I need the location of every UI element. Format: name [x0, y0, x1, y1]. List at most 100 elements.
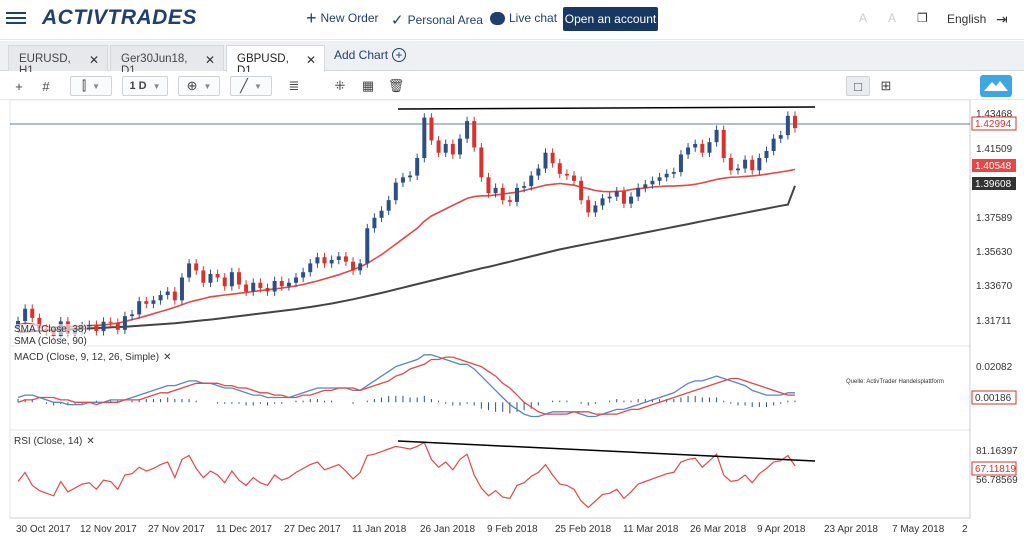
x-axis-label: 26 Mar 2018: [690, 524, 747, 535]
add-chart-button[interactable]: Add Chart +: [334, 48, 407, 62]
chart-type-dropdown[interactable]: ⫿ ▼: [70, 76, 112, 96]
candle-body: [101, 321, 106, 332]
candle-body: [678, 154, 683, 173]
plus-circle-icon: ⊕: [186, 78, 198, 93]
window-icon[interactable]: ❐: [917, 11, 928, 25]
text-size-increase-icon[interactable]: A: [888, 11, 897, 25]
candle-body: [372, 217, 377, 229]
candle-body: [636, 187, 641, 197]
fibonacci-icon[interactable]: ≣: [288, 78, 300, 93]
candle-body: [436, 140, 441, 153]
chart-svg[interactable]: 1.43468 1.41509 1.37589 1.35630 1.33670 …: [0, 99, 1024, 544]
price-badge-current: [971, 116, 1017, 131]
grid-layout-icon[interactable]: ⊞: [880, 78, 892, 93]
rsi-trendline[interactable]: [397, 440, 816, 462]
candle-body: [728, 157, 733, 171]
candle-body: [23, 308, 28, 322]
candle-body: [450, 143, 455, 155]
sma38-label[interactable]: SMA (Close, 38): [14, 324, 87, 335]
resistance-trendline[interactable]: [397, 106, 816, 110]
candle-body: [315, 257, 320, 264]
close-icon[interactable]: ✕: [305, 53, 316, 67]
candle-body: [764, 150, 769, 158]
candle-body: [671, 172, 676, 174]
personal-area-button[interactable]: ✓ Personal Area: [391, 12, 483, 29]
candle-body: [37, 317, 42, 329]
candle-body: [422, 117, 427, 158]
price-badge-sma38-text: 1.40548: [975, 161, 1012, 172]
candle-body: [308, 263, 313, 273]
candle-body: [415, 157, 420, 176]
drawing-tool-dropdown[interactable]: ╱ ▼: [230, 76, 272, 96]
text-size-decrease-icon[interactable]: A: [859, 11, 868, 25]
price-badge-sma90: [972, 177, 1016, 190]
candle-body: [144, 301, 149, 304]
tab-eurusd[interactable]: EURUSD, H1 ✕: [8, 45, 108, 77]
candle-body: [229, 272, 234, 287]
candle-body: [522, 186, 527, 188]
logout-icon[interactable]: ⇥: [996, 11, 1008, 27]
rsi-axis-label: 81.16397: [976, 446, 1018, 457]
candle-body: [251, 282, 256, 292]
price-axis-label: 1.35630: [976, 247, 1013, 258]
close-icon[interactable]: ✕: [86, 436, 95, 447]
close-icon[interactable]: ✕: [204, 53, 215, 67]
candle-body: [486, 177, 491, 194]
close-icon[interactable]: ✕: [163, 352, 172, 363]
candle-body: [87, 324, 92, 327]
crosshair-icon[interactable]: +: [15, 78, 23, 94]
candle-body: [743, 159, 748, 169]
language-selector[interactable]: English: [947, 12, 987, 26]
open-account-button[interactable]: Open an account: [563, 7, 658, 31]
rsi-label[interactable]: RSI (Close, 14) ✕: [14, 436, 95, 447]
price-badge-current-text: 1.42994: [975, 119, 1012, 130]
candle-body: [265, 288, 270, 292]
new-order-button[interactable]: + New Order: [306, 8, 379, 28]
macd-axis-label: 0.02082: [976, 362, 1013, 373]
candle-body: [550, 152, 555, 164]
logo[interactable]: ACTIVTRADES: [42, 6, 197, 29]
add-indicator-dropdown[interactable]: ⊕ ▼: [178, 76, 220, 96]
live-chat-button[interactable]: Live chat: [490, 11, 557, 25]
candle-body: [721, 129, 726, 158]
macd-line: [17, 354, 795, 418]
plus-circle-icon: +: [392, 48, 407, 62]
candle-body: [735, 168, 740, 171]
candle-body: [564, 173, 569, 176]
candle-body: [130, 314, 135, 317]
macd-label[interactable]: MACD (Close, 9, 12, 26, Simple) ✕: [14, 352, 172, 363]
grid-icon[interactable]: #: [42, 78, 50, 94]
tab-ger30[interactable]: Ger30Jun18, D1 ✕: [110, 45, 224, 77]
candle-body: [529, 175, 534, 187]
candle-body: [600, 198, 605, 206]
candle-body: [294, 277, 299, 283]
price-axis-label: 1.33670: [976, 281, 1013, 292]
candle-body: [194, 263, 199, 271]
hamburger-menu-icon[interactable]: [6, 9, 26, 27]
screenshot-icon[interactable]: ▦: [361, 78, 375, 93]
checkmark-icon: ✓: [391, 12, 404, 29]
rsi-pane: [9, 429, 971, 519]
price-axis-label: 1.31711: [976, 316, 1012, 327]
macd-badge-text: 0.00186: [975, 393, 1012, 404]
trash-icon[interactable]: 🗑: [387, 78, 405, 93]
close-icon[interactable]: ✕: [88, 53, 99, 67]
x-axis-label: 26 Jan 2018: [420, 524, 475, 535]
x-axis-label: 7 May 2018: [892, 524, 945, 535]
rsi-axis-label: 56.78569: [976, 475, 1018, 486]
top-bar: ACTIVTRADES + New Order ✓ Personal Area …: [0, 0, 1024, 40]
candle-body: [187, 263, 192, 278]
activtrader-logo-icon[interactable]: [980, 75, 1012, 97]
candle-body: [514, 187, 519, 202]
chart-area[interactable]: 1.43468 1.41509 1.37589 1.35630 1.33670 …: [0, 99, 1024, 544]
single-layout-icon[interactable]: □: [846, 76, 870, 96]
sma90-label[interactable]: SMA (Close, 90): [14, 336, 87, 347]
candle-body: [272, 280, 277, 292]
x-axis-label: 23 Apr 2018: [824, 524, 878, 535]
timeframe-dropdown[interactable]: 1 D ▼: [122, 76, 168, 96]
candle-body: [222, 277, 227, 287]
tab-gbpusd[interactable]: GBPUSD, D1 ✕: [226, 45, 325, 77]
arrange-icon[interactable]: ⁜: [334, 78, 346, 93]
x-axis-label: 30 Oct 2017: [16, 524, 71, 535]
candle-body: [279, 280, 284, 287]
